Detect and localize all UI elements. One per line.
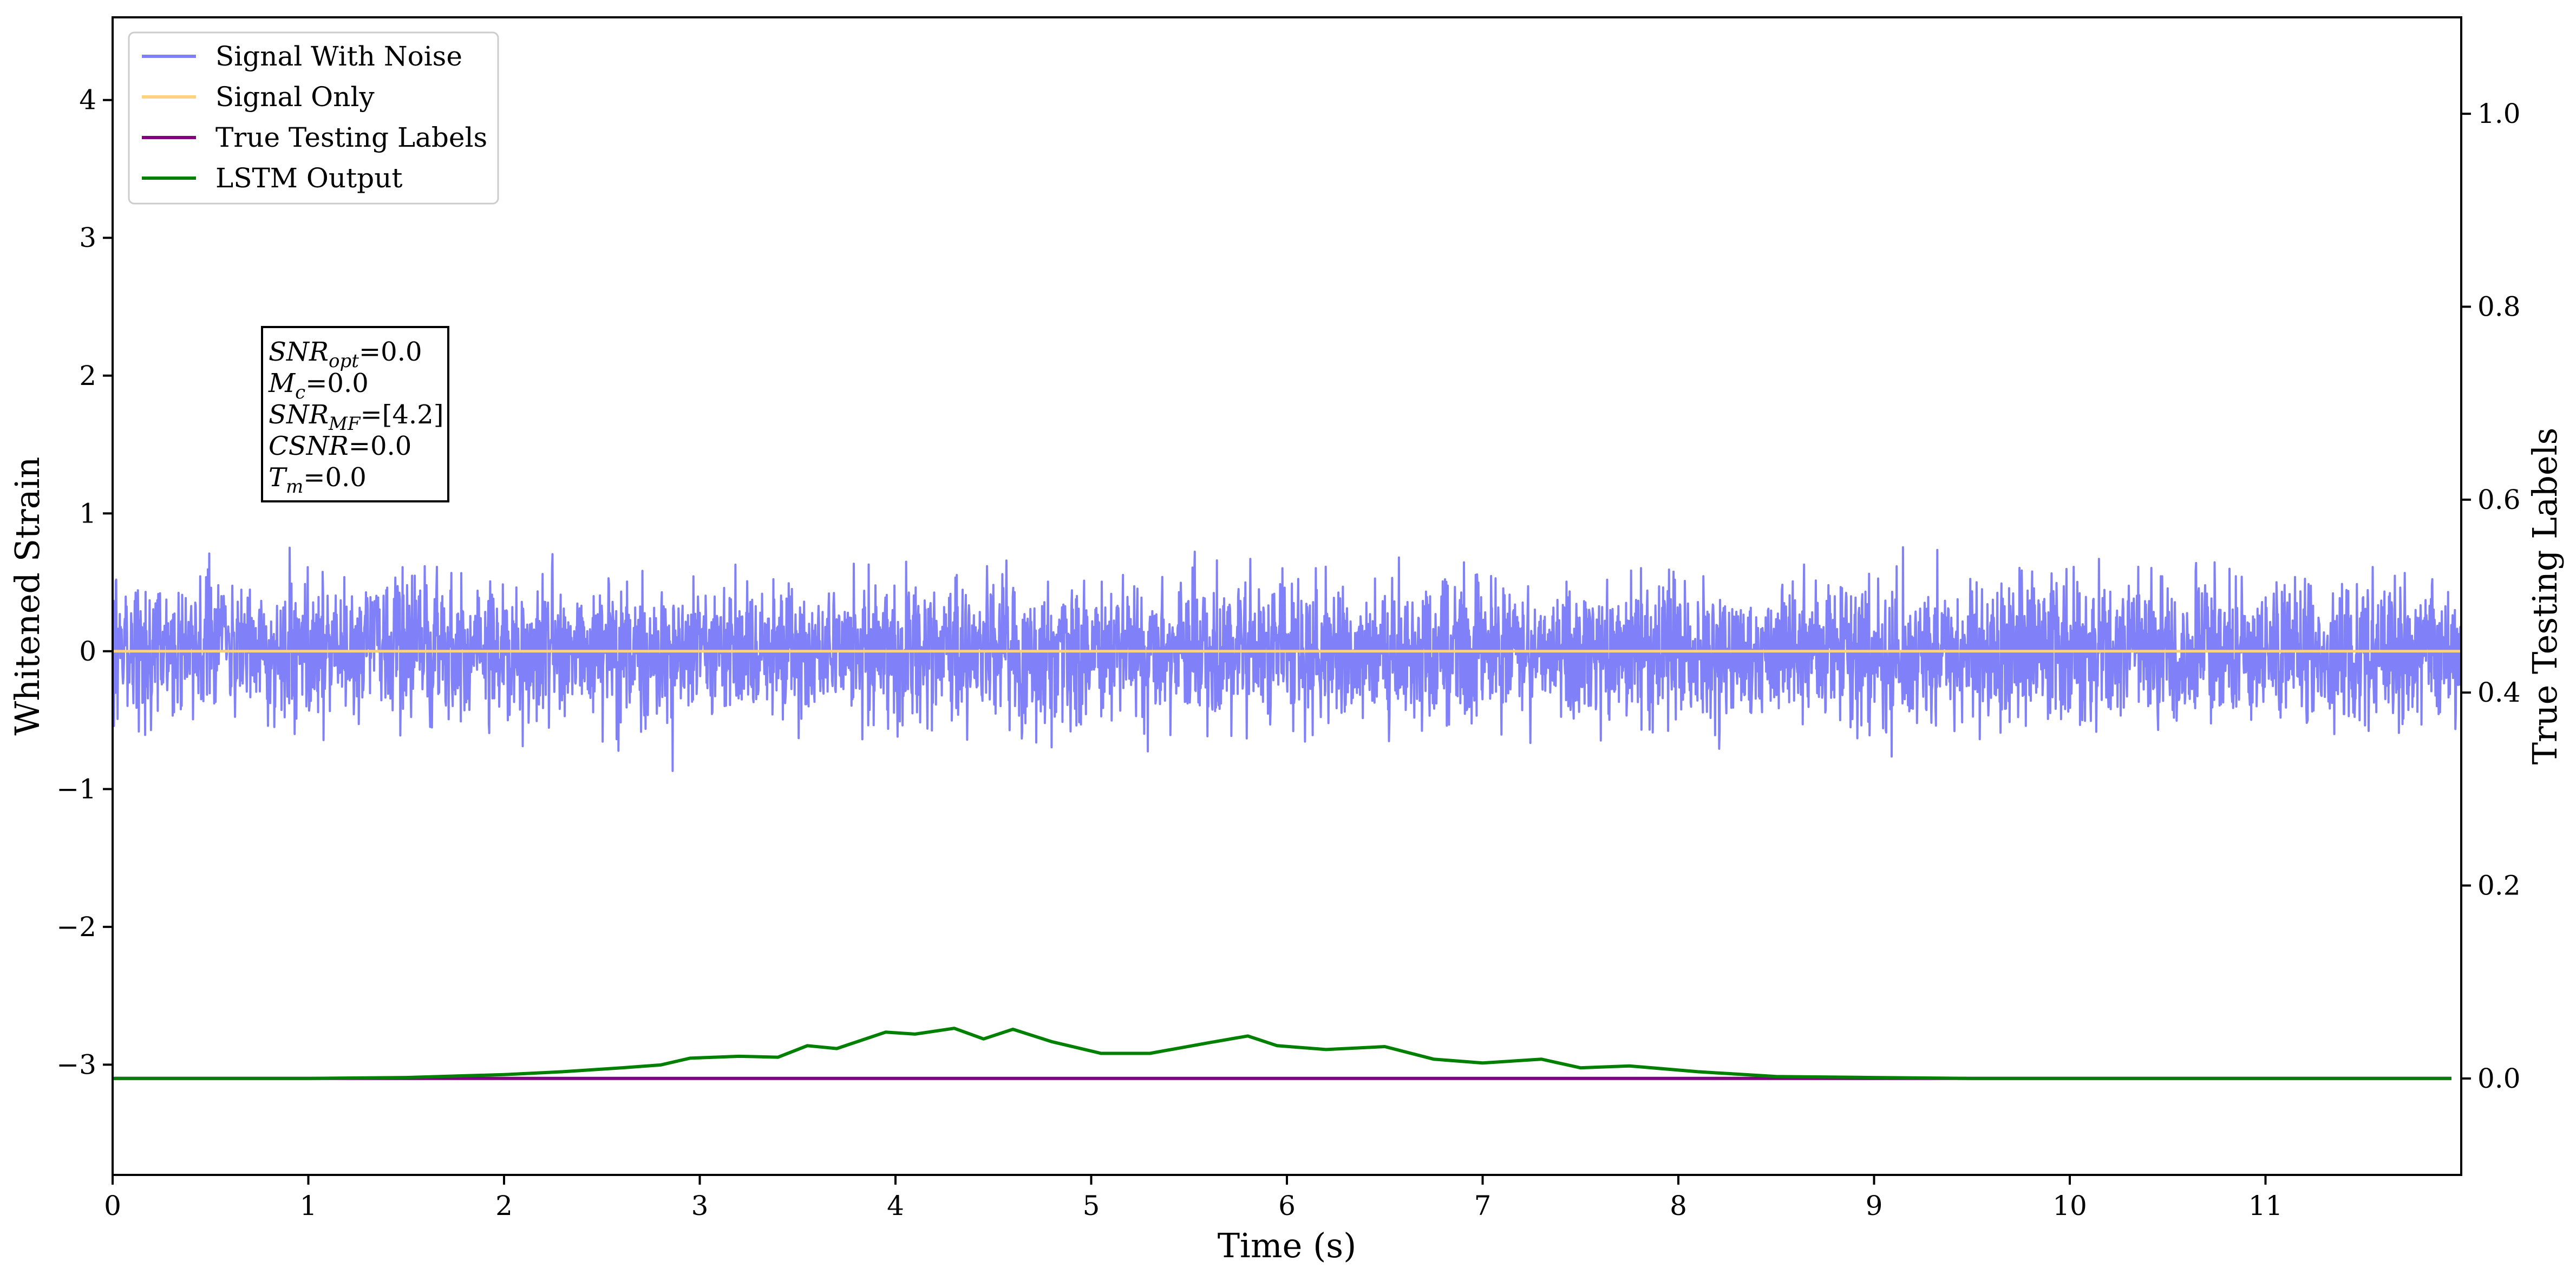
legend-label: LSTM Output [215,162,402,194]
x-tick-label: 11 [2248,1190,2283,1221]
legend-label: Signal With Noise [215,41,462,72]
annotation-box: SNRopt=0.0Mc=0.0SNRMF=[4.2]CSNR=0.0Tm=0.… [261,326,449,502]
y-tick-label: −3 [56,1049,96,1080]
x-tick-label: 6 [1278,1190,1296,1221]
x-tick-label: 7 [1474,1190,1492,1221]
x-tick-label: 2 [495,1190,513,1221]
x-tick-label: 1 [300,1190,317,1221]
y2-tick-label: 0.6 [2477,484,2521,515]
y-tick-label: 2 [79,360,96,391]
y-tick-label: 0 [79,636,96,667]
annotation-line: SNRopt=0.0 [269,337,422,372]
y-tick-label: −2 [56,911,96,943]
x-tick-label: 10 [2052,1190,2087,1221]
x-tick-label: 9 [1866,1190,1883,1221]
y2-axis-label: True Testing Labels [2525,428,2565,765]
annotation-line: Mc=0.0 [268,368,369,403]
y-axis-left: 4 3 2 1 0 −1 −2 −3 [56,84,113,1080]
annotation-frame [261,326,449,502]
y-tick-label: 4 [79,84,96,116]
signal-with-noise-series [112,546,2462,772]
annotation-line: SNRMF=[4.2] [269,400,443,435]
series-line-signal-with-noise [112,546,2462,772]
annotation-line: Tm=0.0 [269,462,367,498]
legend-label: True Testing Labels [215,122,487,153]
x-tick-label: 3 [691,1190,709,1221]
series-lines [113,650,2461,1080]
y2-tick-label: 0.8 [2477,291,2521,323]
annotation-line: CSNR=0.0 [269,431,411,461]
y-axis-right: 0.0 0.2 0.4 0.6 0.8 1.0 [2461,98,2521,1094]
x-tick-label: 4 [887,1190,904,1221]
y-tick-label: 3 [79,222,96,253]
y2-tick-label: 1.0 [2477,98,2521,129]
x-axis-label: Time (s) [1218,1226,1357,1265]
legend-label: Signal Only [215,81,375,113]
y-tick-label: −1 [56,773,96,805]
y-axis-label: Whitened Strain [8,457,47,736]
x-tick-label: 5 [1083,1190,1100,1221]
y2-tick-label: 0.0 [2477,1063,2521,1094]
y2-tick-label: 0.2 [2477,870,2521,901]
x-tick-label: 8 [1670,1190,1687,1221]
x-axis: 0 1 2 3 4 5 6 7 8 9 10 11 [104,1175,2283,1221]
y2-tick-label: 0.4 [2477,677,2521,708]
legend-frame [128,31,499,205]
x-tick-label: 0 [104,1190,121,1221]
series-line-lstm-output [113,1027,2451,1080]
y-tick-label: 1 [79,498,96,529]
legend: Signal With Noise Signal Only True Testing… [128,31,499,205]
